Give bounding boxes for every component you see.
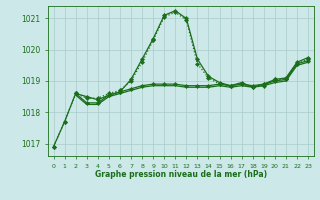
X-axis label: Graphe pression niveau de la mer (hPa): Graphe pression niveau de la mer (hPa) [95,170,267,179]
